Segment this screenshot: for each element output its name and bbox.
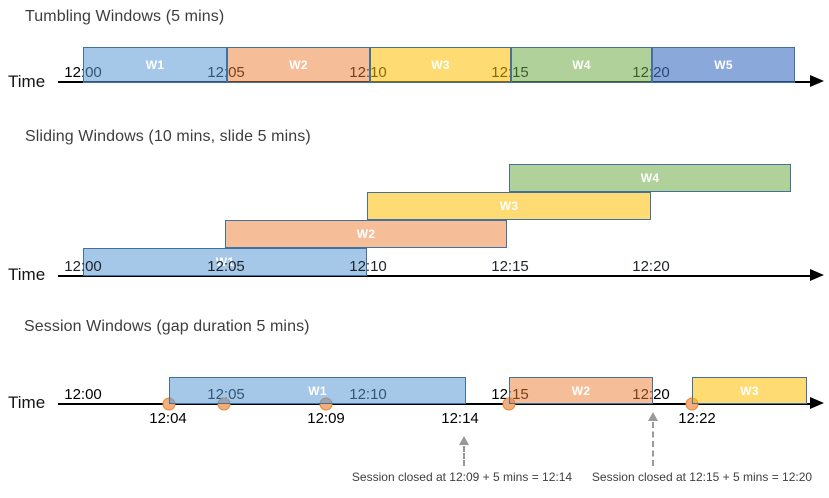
window-label: W5 [714,58,733,72]
window-sliding-w2: W2 [225,220,507,248]
window-label: W3 [740,383,759,398]
window-session-w2: W2 [509,377,653,404]
annotation-arrow-line [652,422,654,466]
annotation-arrow-icon [459,436,469,445]
annotation-arrow-icon [648,412,658,421]
window-label: W3 [431,58,450,72]
window-label: W1 [145,58,165,72]
time-axis-arrow-icon-sliding [810,269,824,281]
time-axis-arrow-icon-session [810,397,824,409]
time-axis-label-sliding: Time [8,265,46,284]
section-title-sliding: Sliding Windows (10 mins, slide 5 mins) [25,128,311,145]
window-tumbling-w3: W3 [370,47,511,83]
annotation-text: Session closed at 12:15 + 5 mins = 12:20 [591,470,813,484]
time-axis-line-sliding [58,275,810,277]
axis-tick-label: 12:10 [349,258,387,275]
time-axis-arrow-icon-tumbling [810,75,824,87]
window-label: W2 [356,227,376,241]
event-time-label: 12:22 [678,410,716,427]
annotation-text: Session closed at 12:09 + 5 mins = 12:14 [351,470,573,484]
window-session-w1: W1 [169,377,466,404]
event-time-label: 12:09 [307,410,345,427]
window-tumbling-w1: W1 [83,47,227,83]
annotation-arrow-line [463,446,465,466]
window-sliding-w1: W1 [83,248,367,276]
event-time-label: 12:04 [149,410,187,427]
window-label: W4 [640,171,660,185]
window-sliding-w4: W4 [509,164,791,192]
section-title-session: Session Windows (gap duration 5 mins) [24,318,310,335]
window-label: W4 [572,58,591,72]
time-axis-label-tumbling: Time [8,72,46,91]
time-axis-line-session [58,403,810,405]
axis-tick-label: 12:00 [64,386,102,403]
event-time-label: 12:14 [441,410,479,427]
axis-tick-label: 12:00 [64,258,102,275]
section-title-tumbling: Tumbling Windows (5 mins) [25,8,225,25]
window-label: W3 [499,199,519,213]
window-tumbling-w2: W2 [227,47,370,83]
window-label: W2 [571,383,591,398]
window-label: W1 [215,255,235,269]
window-tumbling-w4: W4 [511,47,652,83]
window-tumbling-w5: W5 [652,47,795,83]
window-label: W1 [308,383,327,398]
window-sliding-w3: W3 [367,192,651,220]
axis-tick-label: 12:15 [491,258,529,275]
window-label: W2 [289,58,308,72]
time-axis-label-session: Time [8,393,46,412]
axis-tick-label: 12:05 [207,258,245,275]
axis-tick-label: 12:20 [632,258,670,275]
window-session-w3: W3 [692,377,807,404]
